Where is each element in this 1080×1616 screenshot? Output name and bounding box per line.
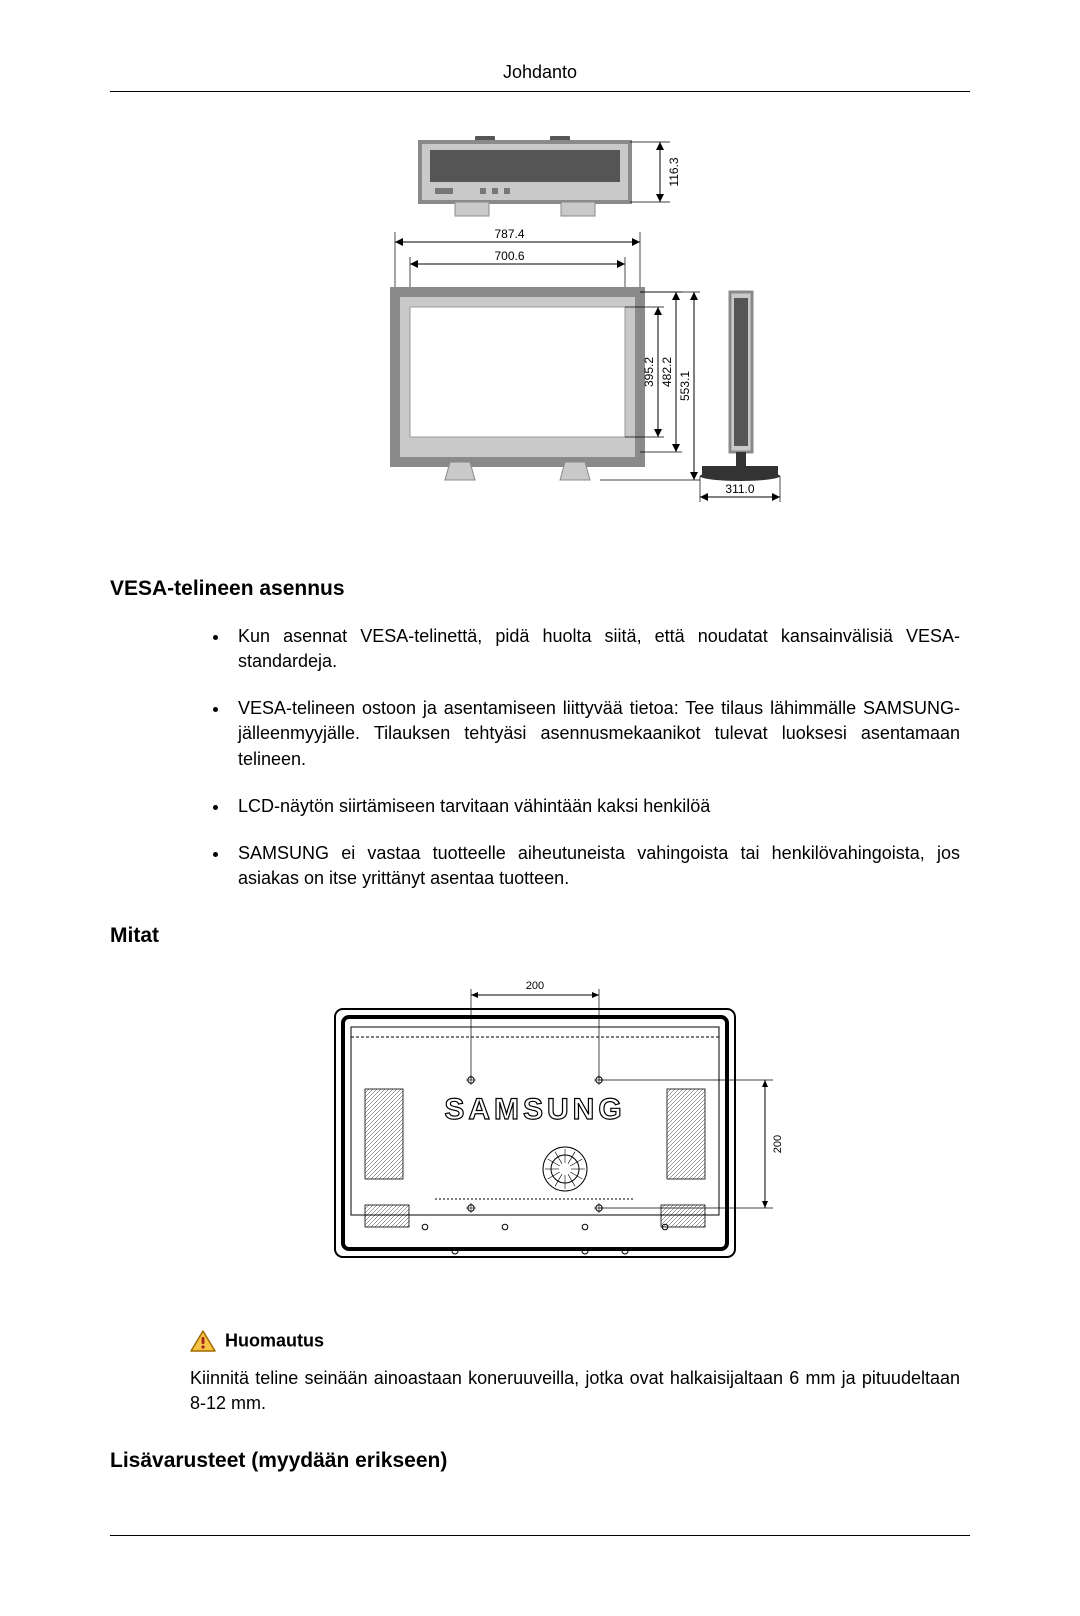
- svg-text:787.4: 787.4: [494, 227, 524, 241]
- page-header: Johdanto: [110, 60, 970, 92]
- note-heading: Huomautus: [190, 1328, 970, 1354]
- tv-back-vesa-diagram: SAMSUNG 200 200: [110, 971, 970, 1298]
- svg-text:200: 200: [772, 1134, 784, 1152]
- svg-text:482.2: 482.2: [660, 357, 674, 387]
- page: Johdanto 116.3 787.4 700.6 395.2 482.2 553.1 3…: [0, 0, 1080, 1616]
- footer-rule: [110, 1535, 970, 1536]
- svg-text:311.0: 311.0: [725, 482, 754, 496]
- svg-text:553.1: 553.1: [678, 371, 692, 401]
- list-item: SAMSUNG ei vastaa tuotteelle aiheutuneis…: [230, 841, 960, 891]
- list-item: LCD-näytön siirtämiseen tarvitaan vähint…: [230, 794, 960, 819]
- vesa-section-title: VESA-telineen asennus: [110, 574, 970, 603]
- tv-dimensions-diagram: 116.3 787.4 700.6 395.2 482.2 553.1 311.0: [110, 132, 970, 539]
- header-title: Johdanto: [503, 62, 577, 82]
- svg-text:700.6: 700.6: [494, 249, 524, 263]
- vesa-bullet-list: Kun asennat VESA-telinettä, pidä huolta …: [230, 624, 960, 892]
- note-label: Huomautus: [225, 1331, 324, 1351]
- list-item: VESA-telineen ostoon ja asentamiseen lii…: [230, 696, 960, 772]
- list-item: Kun asennat VESA-telinettä, pidä huolta …: [230, 624, 960, 674]
- mitat-section-title: Mitat: [110, 921, 970, 950]
- accessories-section-title: Lisävarusteet (myydään erikseen): [110, 1446, 970, 1475]
- svg-text:SAMSUNG: SAMSUNG: [444, 1093, 625, 1126]
- svg-text:116.3: 116.3: [667, 157, 681, 186]
- svg-text:395.2: 395.2: [642, 357, 656, 387]
- warning-icon: [190, 1330, 216, 1352]
- note-text: Kiinnitä teline seinään ainoastaan koner…: [190, 1366, 960, 1416]
- svg-text:200: 200: [526, 980, 544, 992]
